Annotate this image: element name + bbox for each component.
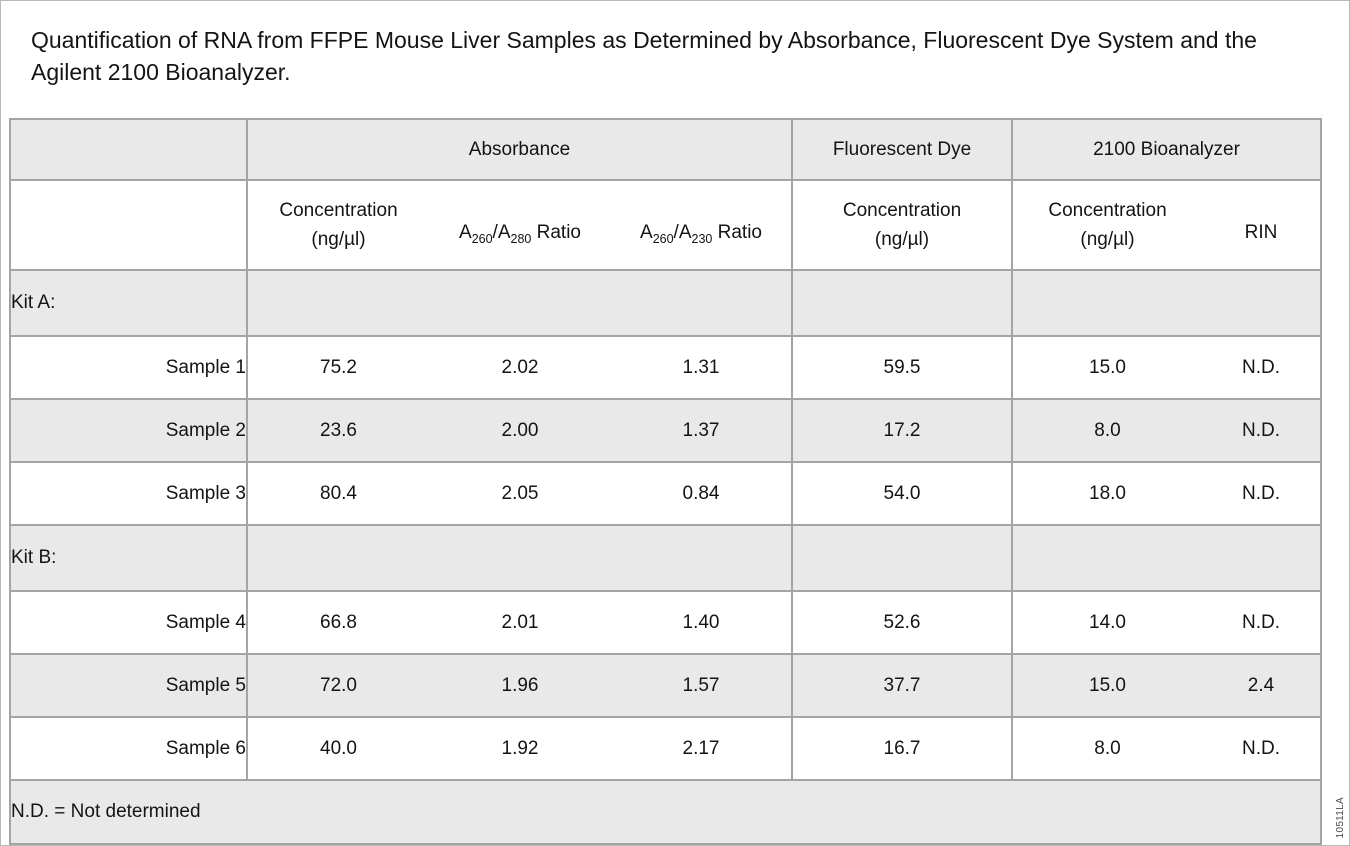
column-header-a260-a230-ratio: A260/A230 Ratio	[610, 179, 793, 271]
section-header-row-kit-b: Kit B:	[9, 524, 1323, 592]
fluorescent-concentration-value: 52.6	[791, 590, 1013, 655]
a260-a280-value: 2.01	[428, 590, 611, 655]
a260-a230-value: 1.31	[610, 335, 793, 400]
absorbance-concentration-value: 40.0	[246, 716, 429, 781]
absorbance-concentration-value: 66.8	[246, 590, 429, 655]
fluorescent-concentration-value: 16.7	[791, 716, 1013, 781]
ratio-suffix: Ratio	[531, 221, 581, 243]
group-header-row: Absorbance Fluorescent Dye 2100 Bioanaly…	[9, 118, 1323, 181]
empty-cell	[791, 269, 1013, 337]
sample-name: Sample 1	[9, 335, 248, 400]
rna-quantification-table: Absorbance Fluorescent Dye 2100 Bioanaly…	[8, 118, 1323, 845]
a260-a230-value: 2.17	[610, 716, 793, 781]
table-row-sample-5: Sample 5 72.0 1.96 1.57 37.7 15.0 2.4	[9, 653, 1323, 718]
table-row-sample-4: Sample 4 66.8 2.01 1.40 52.6 14.0 N.D.	[9, 590, 1323, 655]
header-line-1: Concentration	[279, 200, 398, 221]
a260-a280-value: 1.96	[428, 653, 611, 718]
figure-code: 10511LA	[1335, 796, 1346, 838]
ratio-base: /A	[673, 221, 692, 243]
column-header-a260-a280-ratio: A260/A280 Ratio	[428, 179, 611, 271]
column-header-bioanalyzer-concentration: Concentration (ng/µl)	[1011, 179, 1202, 271]
column-header-fluorescent-concentration: Concentration (ng/µl)	[791, 179, 1013, 271]
rin-value: N.D.	[1200, 335, 1323, 400]
footnote: N.D. = Not determined	[8, 779, 1323, 845]
rin-value: N.D.	[1200, 590, 1323, 655]
column-header-absorbance-concentration: Concentration (ng/µl)	[246, 179, 429, 271]
absorbance-concentration-value: 72.0	[246, 653, 429, 718]
group-header-2100-bioanalyzer: 2100 Bioanalyzer	[1010, 118, 1323, 181]
sample-name: Sample 4	[9, 590, 248, 655]
fluorescent-concentration-value: 37.7	[791, 653, 1013, 718]
header-line-2: (ng/µl)	[1080, 229, 1135, 250]
header-line-1: Concentration	[1048, 200, 1167, 221]
subscript-260: 260	[652, 231, 674, 246]
group-header-absorbance: Absorbance	[246, 118, 793, 181]
sample-name: Sample 5	[9, 653, 248, 718]
column-header-row: Concentration (ng/µl) A260/A280 Ratio A2…	[9, 179, 1323, 271]
corner-cell	[9, 118, 248, 181]
subscript-260: 260	[471, 231, 493, 246]
bioanalyzer-concentration-value: 14.0	[1011, 590, 1202, 655]
section-header-row-kit-a: Kit A:	[9, 269, 1323, 337]
table-row-sample-6: Sample 6 40.0 1.92 2.17 16.7 8.0 N.D.	[9, 716, 1323, 781]
absorbance-concentration-value: 80.4	[246, 461, 429, 526]
section-label-kit-b: Kit B:	[9, 524, 248, 592]
bioanalyzer-concentration-value: 8.0	[1011, 716, 1202, 781]
column-header-rin: RIN	[1200, 179, 1323, 271]
table-row-sample-2: Sample 2 23.6 2.00 1.37 17.2 8.0 N.D.	[9, 398, 1323, 463]
table-row-sample-1: Sample 1 75.2 2.02 1.31 59.5 15.0 N.D.	[9, 335, 1323, 400]
a260-a280-value: 2.00	[428, 398, 611, 463]
fluorescent-concentration-value: 54.0	[791, 461, 1013, 526]
subscript-280: 280	[510, 231, 532, 246]
sample-name: Sample 2	[9, 398, 248, 463]
subscript-230: 230	[691, 231, 713, 246]
header-line-2: (ng/µl)	[311, 229, 366, 250]
empty-header-cell	[9, 179, 248, 271]
empty-cell	[246, 269, 793, 337]
absorbance-concentration-value: 75.2	[246, 335, 429, 400]
bioanalyzer-concentration-value: 15.0	[1011, 335, 1202, 400]
bioanalyzer-concentration-value: 18.0	[1011, 461, 1202, 526]
rin-value: 2.4	[1200, 653, 1323, 718]
ratio-base: /A	[492, 221, 511, 243]
sample-name: Sample 3	[9, 461, 248, 526]
a260-a230-value: 1.57	[610, 653, 793, 718]
a260-a280-value: 1.92	[428, 716, 611, 781]
footnote-row: N.D. = Not determined	[8, 779, 1323, 845]
a260-a230-value: 1.40	[610, 590, 793, 655]
ratio-base: A	[459, 221, 472, 243]
group-header-fluorescent-dye: Fluorescent Dye	[791, 118, 1013, 181]
header-line-2: (ng/µl)	[874, 229, 930, 250]
a260-a230-value: 0.84	[610, 461, 793, 526]
empty-cell	[791, 524, 1013, 592]
figure-title: Quantification of RNA from FFPE Mouse Li…	[31, 27, 1257, 85]
rin-value: N.D.	[1200, 461, 1323, 526]
fluorescent-concentration-value: 17.2	[791, 398, 1013, 463]
bioanalyzer-concentration-value: 15.0	[1011, 653, 1202, 718]
absorbance-concentration-value: 23.6	[246, 398, 429, 463]
empty-cell	[246, 524, 793, 592]
header-line-1: Concentration	[842, 200, 962, 221]
a260-a280-value: 2.02	[428, 335, 611, 400]
bioanalyzer-concentration-value: 8.0	[1011, 398, 1202, 463]
ratio-suffix: Ratio	[712, 221, 762, 243]
fluorescent-concentration-value: 59.5	[791, 335, 1013, 400]
ratio-base: A	[640, 221, 653, 243]
sample-name: Sample 6	[9, 716, 248, 781]
table-row-sample-3: Sample 3 80.4 2.05 0.84 54.0 18.0 N.D.	[9, 461, 1323, 526]
empty-cell	[1010, 524, 1323, 592]
a260-a230-value: 1.37	[610, 398, 793, 463]
empty-cell	[1010, 269, 1323, 337]
rin-value: N.D.	[1200, 716, 1323, 781]
section-label-kit-a: Kit A:	[9, 269, 248, 337]
rin-value: N.D.	[1200, 398, 1323, 463]
a260-a280-value: 2.05	[428, 461, 611, 526]
